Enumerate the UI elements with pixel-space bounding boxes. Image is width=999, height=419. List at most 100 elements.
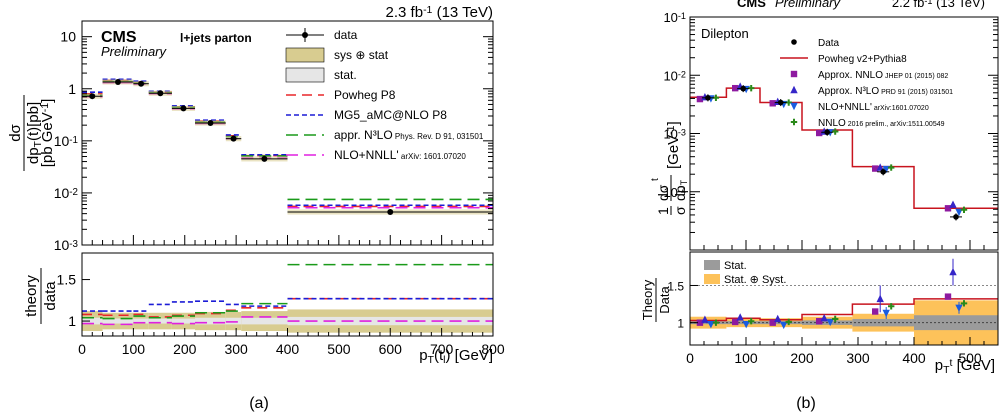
ratio-point-nnlo [748,317,755,325]
legend-label-small: JHEP 01 (2015) 082 [883,73,948,80]
preliminary-label: Preliminary [775,0,842,10]
x-tick-label: 300 [846,350,870,366]
main-frame [689,16,999,251]
data-point [387,209,394,216]
data-point [89,93,96,100]
legend-label: stat. [334,68,357,82]
label-part: -2 [69,186,78,197]
ratio-title-num: theory [23,275,40,317]
data-point [740,85,746,92]
legend-label: Approx. NNLO JHEP 01 (2015) 082 [818,70,948,81]
ratio-title-num: Theory [640,279,655,320]
x-tick-label: 200 [790,350,814,366]
ratio-legend-label: Stat. ⊕ Syst. [724,274,786,286]
x-axis-title: pT(tl) [GeV] [419,347,493,366]
label-part: 2.2 fb [892,0,925,10]
ratio-y-title: theory data [23,268,59,324]
x-tick-label: 400 [276,341,300,357]
label-part: -1 [69,134,78,145]
channel-label: Dilepton [701,26,749,41]
label-part: ] [665,121,682,125]
y-tick-label: 1 [68,81,76,97]
ratio-point-approx-n3lo [774,314,782,323]
ratio-y-tick-label: 1 [68,313,76,329]
x-tick-label: 400 [902,350,926,366]
theory-point-nnlo [832,128,839,135]
data-point [230,135,237,142]
x-tick-label: 500 [958,350,982,366]
y-tick-label: 10-3 [663,127,686,142]
ratio-point-approx-nnlo [816,317,823,325]
x-tick-label: 300 [224,341,248,357]
y-title-sup: t [650,178,661,181]
y-tick-label: 10-2 [54,185,78,201]
theory-point-nnlo [960,206,968,213]
label-part: -3 [678,127,686,137]
legend-marker [790,102,798,111]
label-part: -4 [678,186,686,196]
data-point [157,90,164,97]
theory-point-approx-nnlo [696,95,704,103]
y-title-frac-num: 1 [655,207,671,215]
ratio-point-approx-n3lo [701,315,709,323]
data-point [180,105,187,112]
legend-box [285,67,325,83]
caption-b: (b) [796,395,816,412]
x-tick-label: 100 [122,341,146,357]
data-point [824,129,830,136]
label-part: -1 [678,11,686,21]
y-title-d-num: dσ [655,184,671,201]
data-point [777,99,784,106]
label-part: p [935,357,943,374]
ratio-legend-box [704,274,720,284]
label-part: 10 [54,185,70,201]
legend-label-small: Phys. Rev. D 91, 031501 [393,132,484,141]
label-part: 1 [655,207,671,215]
y-axis-unit: [pb GeV-1] [39,99,56,168]
ratio-point-approx-nnlo [769,319,776,326]
data-point [880,169,886,175]
ratio-powheg-histogram [690,298,998,322]
label-part: σ [672,206,688,215]
lumi-label: 2.3 fb-1 (13 TeV) [386,4,493,21]
ratio-point-nnlo [712,319,720,326]
label-part: dp [672,185,688,201]
legend-label: NNLO 2016 prelim., arXiv:1511.00549 [818,118,945,129]
label-part: -1 [39,103,51,112]
label-part: 10 [663,10,677,25]
legend-label: sys ⊕ stat [334,48,389,62]
legend-label: data [334,28,358,42]
data-point [953,214,959,220]
ratio-point-approx-n3lo [736,313,744,321]
label-part: -1 [924,0,932,6]
theory-point-approx-nnlo [769,100,776,107]
label-part: [pb GeV [39,112,56,167]
y-tick-label: 10-1 [663,10,686,25]
legend-label: Data [818,38,840,49]
theory-point-approx-nnlo [872,165,879,172]
x-tick-label: 600 [379,341,403,357]
ratio-point-approx-nnlo [872,308,879,315]
ratio-point-nlo-nnll [882,309,890,318]
legend-box [285,47,325,63]
label-part: 10 [54,237,70,253]
y-title-unit: [GeV-1] [665,121,682,169]
legend-label: NLO+NNLL' arXiv: 1601.07020 [334,148,466,162]
label-part: 10 [663,127,677,142]
label-part: (13 TeV) [432,4,493,21]
y-title-d-den: dpT [672,179,689,201]
ratio-point-approx-n3lo [820,314,828,322]
x-tick-label: 0 [686,350,694,366]
ratio-y-tick-label: 1.5 [57,272,77,288]
label-part: dp [25,147,42,164]
ratio-point-approx-nnlo [732,318,739,326]
theory-point-nnlo [888,164,895,171]
label-part: (t)[pb] [25,102,42,141]
x-tick-label: 200 [173,341,197,357]
ratio-stat-band [171,318,196,324]
ratio-y-tick-label: 1.5 [667,279,684,293]
label-part: (t [434,347,444,364]
ratio-point-approx-nnlo [696,319,704,326]
legend-label-small: PRD 91 (2015) 031501 [879,89,953,96]
